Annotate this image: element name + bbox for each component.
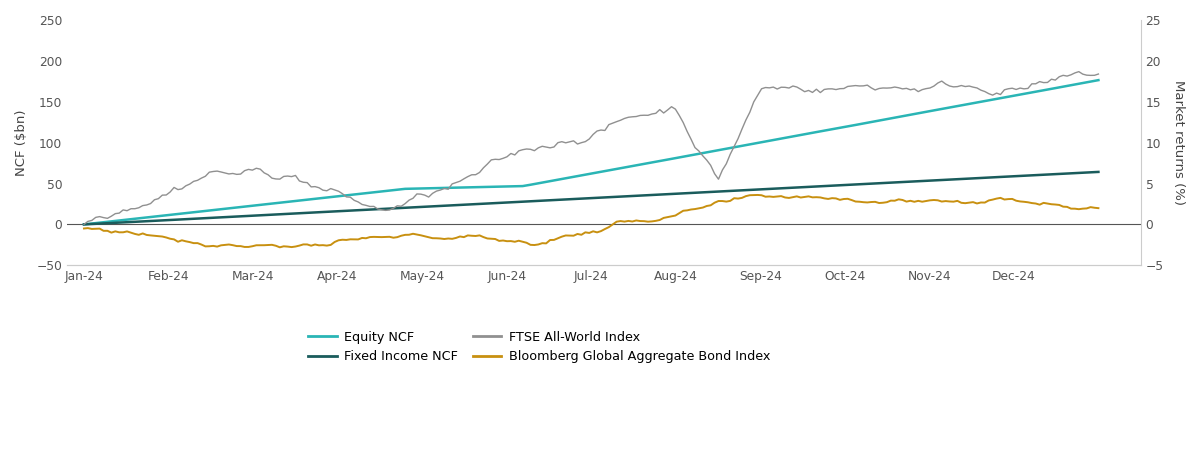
Legend: Equity NCF, Fixed Income NCF, FTSE All-World Index, Bloomberg Global Aggregate B: Equity NCF, Fixed Income NCF, FTSE All-W…: [304, 326, 775, 368]
Y-axis label: Market returns (%): Market returns (%): [1172, 80, 1186, 205]
Y-axis label: NCF ($bn): NCF ($bn): [14, 110, 28, 176]
